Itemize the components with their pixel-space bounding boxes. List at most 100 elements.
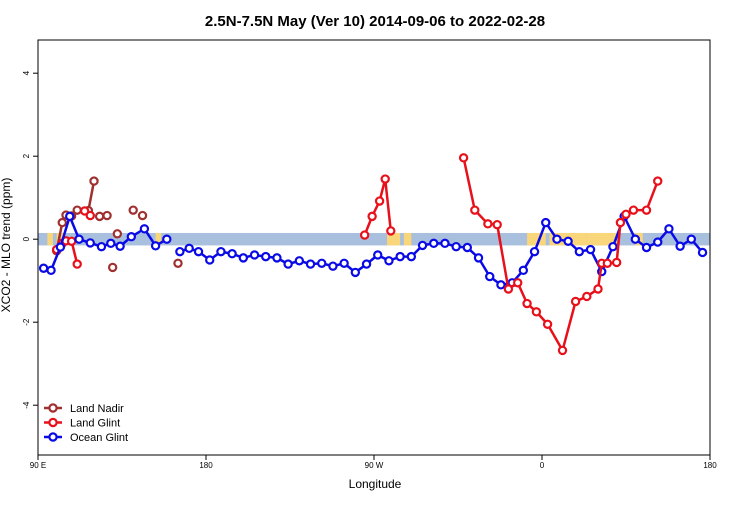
land-nadir-point — [107, 262, 118, 273]
land-glint-point — [380, 174, 390, 184]
ocean-glint-point — [541, 217, 551, 228]
ocean-glint-point — [563, 236, 573, 246]
ocean-glint-point — [328, 261, 338, 271]
ocean-glint-point — [216, 246, 226, 257]
ocean-glint-point — [686, 234, 697, 244]
ocean-glint-point — [462, 242, 473, 253]
ocean-glint-point — [630, 234, 641, 244]
ocean-glint-point — [664, 224, 674, 234]
land-glint-point — [557, 345, 568, 356]
ocean-glint-point — [193, 246, 204, 257]
land-glint-line — [462, 157, 659, 354]
land-glint-point — [653, 176, 663, 186]
land-glint-point — [542, 319, 553, 329]
legend-marker — [48, 403, 58, 413]
y-axis-label: XCO2 - MLO trend (ppm) — [0, 178, 13, 313]
ocean-glint-point — [518, 265, 529, 276]
ocean-glint-point — [697, 247, 708, 258]
ocean-glint-point — [249, 250, 260, 260]
y-tick-label: 0 — [22, 236, 31, 241]
land-nadir-point — [72, 205, 82, 215]
land-glint-point — [615, 217, 626, 228]
land-glint-point — [483, 219, 493, 229]
land-glint-point — [611, 257, 622, 268]
ocean-glint-point — [74, 234, 84, 244]
chart-title: 2.5N-7.5N May (Ver 10) 2014-09-06 to 202… — [205, 13, 545, 30]
ocean-glint-point — [126, 232, 137, 242]
ocean-glint-point — [184, 243, 194, 254]
land-band — [155, 232, 162, 246]
legend-marker — [48, 417, 58, 428]
ocean-glint-point — [85, 238, 95, 248]
land-glint-point — [641, 205, 652, 215]
ocean-glint-point — [162, 234, 172, 244]
ocean-glint-point — [440, 238, 450, 249]
ocean-glint-point — [227, 249, 237, 259]
y-tick-label: -2 — [22, 318, 31, 326]
ocean-glint-point — [485, 271, 495, 282]
land-nadir-point — [102, 210, 112, 221]
plot-area: 90 E 180 90 W 0 180 -4 -2 0 2 4 Land Nadir Land Gli… — [22, 39, 721, 470]
ocean-glint-point — [552, 234, 562, 244]
ocean-glint-point — [139, 224, 150, 234]
ocean-glint-point — [46, 265, 56, 276]
x-axis-label: Longitude — [349, 477, 402, 491]
ocean-glint-point — [361, 259, 372, 269]
plot-clip-group — [38, 153, 721, 356]
land-glint-point — [582, 291, 592, 302]
x-tick-label: 180 — [199, 461, 213, 470]
land-nadir-point — [173, 258, 183, 268]
x-tick-label: 90 E — [30, 461, 46, 470]
land-nadir-point — [89, 176, 99, 186]
ocean-glint-line — [179, 213, 704, 287]
land-glint-point — [374, 196, 385, 206]
land-nadir-point — [137, 210, 148, 221]
land-glint-point — [386, 226, 396, 236]
ocean-glint-point — [115, 241, 125, 251]
ocean-glint-point — [238, 253, 249, 263]
legend-marker — [48, 432, 58, 442]
land-glint-point — [531, 307, 542, 317]
ocean-glint-point — [106, 238, 116, 249]
ocean-glint-point — [585, 244, 596, 255]
ocean-glint-point — [429, 238, 439, 249]
ocean-glint-point — [608, 241, 618, 252]
ocean-glint-point — [417, 240, 428, 251]
legend-label: Land Nadir — [70, 403, 124, 415]
legend-label: Ocean Glint — [70, 432, 128, 444]
ocean-glint-point — [261, 251, 271, 262]
ocean-glint-point — [175, 246, 185, 257]
ocean-glint-point — [305, 259, 316, 269]
ocean-glint-point — [451, 241, 461, 252]
ocean-glint-point — [641, 242, 652, 253]
ocean-glint-point — [473, 253, 484, 263]
ocean-glint-point — [350, 267, 361, 278]
land-glint-point — [359, 230, 370, 240]
ocean-glint-point — [653, 237, 663, 247]
ocean-glint-point — [384, 256, 394, 266]
ocean-glint-point — [574, 246, 585, 257]
ocean-glint-point — [65, 211, 75, 222]
land-band — [714, 233, 721, 245]
land-nadir-line — [87, 180, 96, 211]
legend-label: Land Glint — [70, 418, 120, 430]
land-glint-point — [513, 278, 523, 288]
land-nadir-point — [57, 217, 67, 228]
land-glint-point — [492, 219, 502, 230]
land-glint-point — [570, 296, 581, 307]
land-band — [387, 232, 401, 246]
land-glint-point — [72, 259, 82, 269]
ocean-glint-point — [675, 241, 685, 251]
land-glint-point — [367, 211, 377, 222]
land-glint-point — [522, 298, 532, 309]
x-tick-label: 180 — [703, 461, 717, 470]
land-glint-point — [621, 209, 631, 219]
y-tick-label: 2 — [22, 153, 31, 158]
ocean-glint-point — [205, 255, 215, 265]
ocean-glint-point — [55, 242, 66, 252]
land-glint-point — [602, 258, 613, 268]
land-nadir-point — [128, 205, 138, 215]
ocean-glint-point — [294, 256, 305, 266]
